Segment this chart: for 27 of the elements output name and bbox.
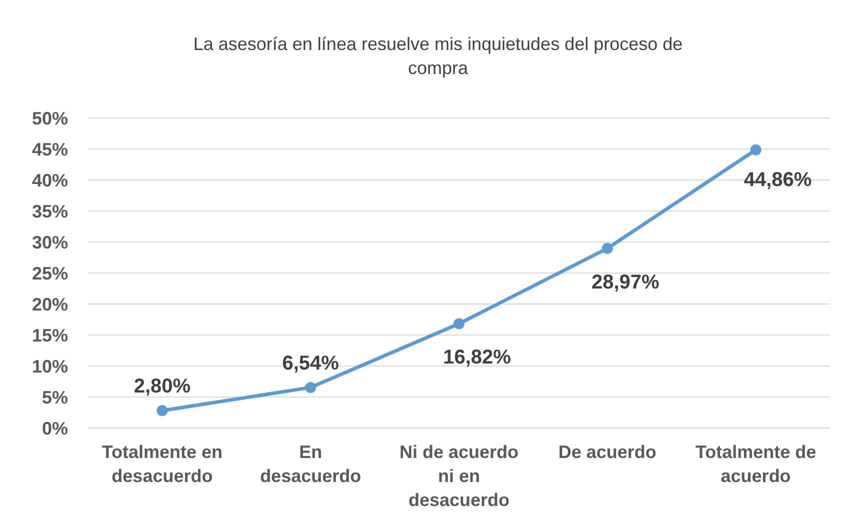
data-label: 16,82% (443, 346, 512, 369)
data-label: 28,97% (591, 271, 660, 294)
y-tick-label: 10% (32, 356, 68, 376)
point (454, 318, 464, 330)
y-tick-label: 30% (32, 232, 68, 252)
data-label: 44,86% (744, 168, 812, 191)
y-tick-label: 25% (32, 263, 68, 284)
point (750, 144, 762, 156)
x-tick-label: De acuerdo (558, 442, 656, 462)
point (305, 382, 316, 393)
y-tick-label: 20% (32, 294, 68, 314)
y-tick-label: 40% (32, 170, 68, 190)
x-tick-label: Totalmente de acuerdo (695, 442, 816, 486)
y-tick-label: 50% (32, 108, 68, 128)
x-tick-label: Ni de acuerdo ni en desacuerdo (399, 442, 519, 510)
y-tick-label: 15% (32, 325, 68, 346)
x-tick-label: Totalmente en desacuerdo (102, 442, 223, 486)
chart-title: La asesoría en línea resuelve mis inquietudes del proceso de compra (193, 34, 683, 78)
y-tick-label: 0% (42, 418, 68, 438)
x-tick-label: En desacuerdo (260, 442, 362, 486)
y-tick-label: 35% (32, 201, 68, 222)
point (156, 405, 168, 416)
point (602, 242, 613, 254)
y-tick-label: 45% (32, 139, 68, 160)
data-label: 2,80% (134, 376, 191, 398)
data-label: 6,54% (282, 352, 340, 374)
y-tick-label: 5% (42, 387, 68, 408)
